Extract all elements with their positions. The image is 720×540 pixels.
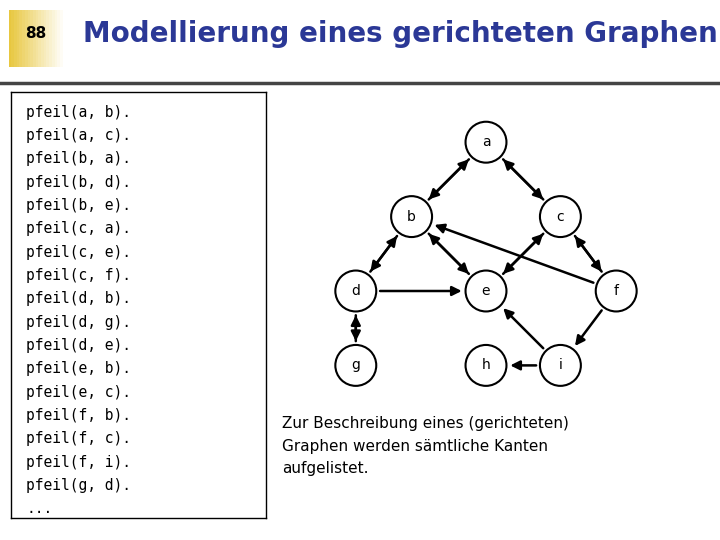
Circle shape <box>540 345 581 386</box>
Circle shape <box>336 271 377 312</box>
Bar <box>12 10 14 66</box>
Text: pfeil(d, e).: pfeil(d, e). <box>26 338 131 353</box>
Bar <box>22 10 24 66</box>
Bar <box>57 10 60 66</box>
Text: h: h <box>482 359 490 373</box>
Bar <box>46 10 49 66</box>
Circle shape <box>466 271 506 312</box>
Bar <box>24 10 27 66</box>
Text: pfeil(c, f).: pfeil(c, f). <box>26 268 131 283</box>
Bar <box>60 10 63 66</box>
Bar <box>9 10 12 66</box>
Text: a: a <box>482 135 490 149</box>
Text: pfeil(d, g).: pfeil(d, g). <box>26 315 131 329</box>
Text: pfeil(a, c).: pfeil(a, c). <box>26 128 131 143</box>
Text: pfeil(b, e).: pfeil(b, e). <box>26 198 131 213</box>
FancyBboxPatch shape <box>9 10 63 66</box>
Bar <box>33 10 36 66</box>
Text: g: g <box>351 359 360 373</box>
Bar <box>19 10 22 66</box>
Bar <box>44 10 47 66</box>
Circle shape <box>466 122 506 163</box>
Circle shape <box>466 345 506 386</box>
Circle shape <box>540 196 581 237</box>
Text: i: i <box>559 359 562 373</box>
Bar <box>36 10 38 66</box>
Text: pfeil(f, c).: pfeil(f, c). <box>26 431 131 447</box>
Bar <box>38 10 41 66</box>
Text: f: f <box>613 284 618 298</box>
Text: b: b <box>408 210 416 224</box>
Circle shape <box>336 345 377 386</box>
Text: pfeil(a, b).: pfeil(a, b). <box>26 105 131 119</box>
Bar <box>52 10 55 66</box>
Text: Modellierung eines gerichteten Graphen: Modellierung eines gerichteten Graphen <box>83 19 718 48</box>
Text: pfeil(b, d).: pfeil(b, d). <box>26 174 131 190</box>
Text: pfeil(c, a).: pfeil(c, a). <box>26 221 131 237</box>
Text: pfeil(e, b).: pfeil(e, b). <box>26 361 131 376</box>
Text: 88: 88 <box>25 26 47 41</box>
Bar <box>30 10 33 66</box>
Text: pfeil(g, d).: pfeil(g, d). <box>26 478 131 493</box>
Text: pfeil(c, e).: pfeil(c, e). <box>26 245 131 260</box>
Text: pfeil(f, b).: pfeil(f, b). <box>26 408 131 423</box>
Bar <box>14 10 17 66</box>
Bar <box>55 10 58 66</box>
Text: d: d <box>351 284 360 298</box>
Bar <box>49 10 52 66</box>
Text: pfeil(e, c).: pfeil(e, c). <box>26 384 131 400</box>
Text: e: e <box>482 284 490 298</box>
Text: pfeil(f, i).: pfeil(f, i). <box>26 455 131 470</box>
Text: Zur Beschreibung eines (gerichteten)
Graphen werden sämtliche Kanten
aufgelistet: Zur Beschreibung eines (gerichteten) Gra… <box>282 416 569 476</box>
Text: pfeil(b, a).: pfeil(b, a). <box>26 151 131 166</box>
Bar <box>27 10 30 66</box>
Text: pfeil(d, b).: pfeil(d, b). <box>26 291 131 306</box>
Bar <box>17 10 19 66</box>
Text: ...: ... <box>26 501 53 516</box>
Circle shape <box>595 271 636 312</box>
Circle shape <box>391 196 432 237</box>
Text: c: c <box>557 210 564 224</box>
Bar <box>41 10 44 66</box>
